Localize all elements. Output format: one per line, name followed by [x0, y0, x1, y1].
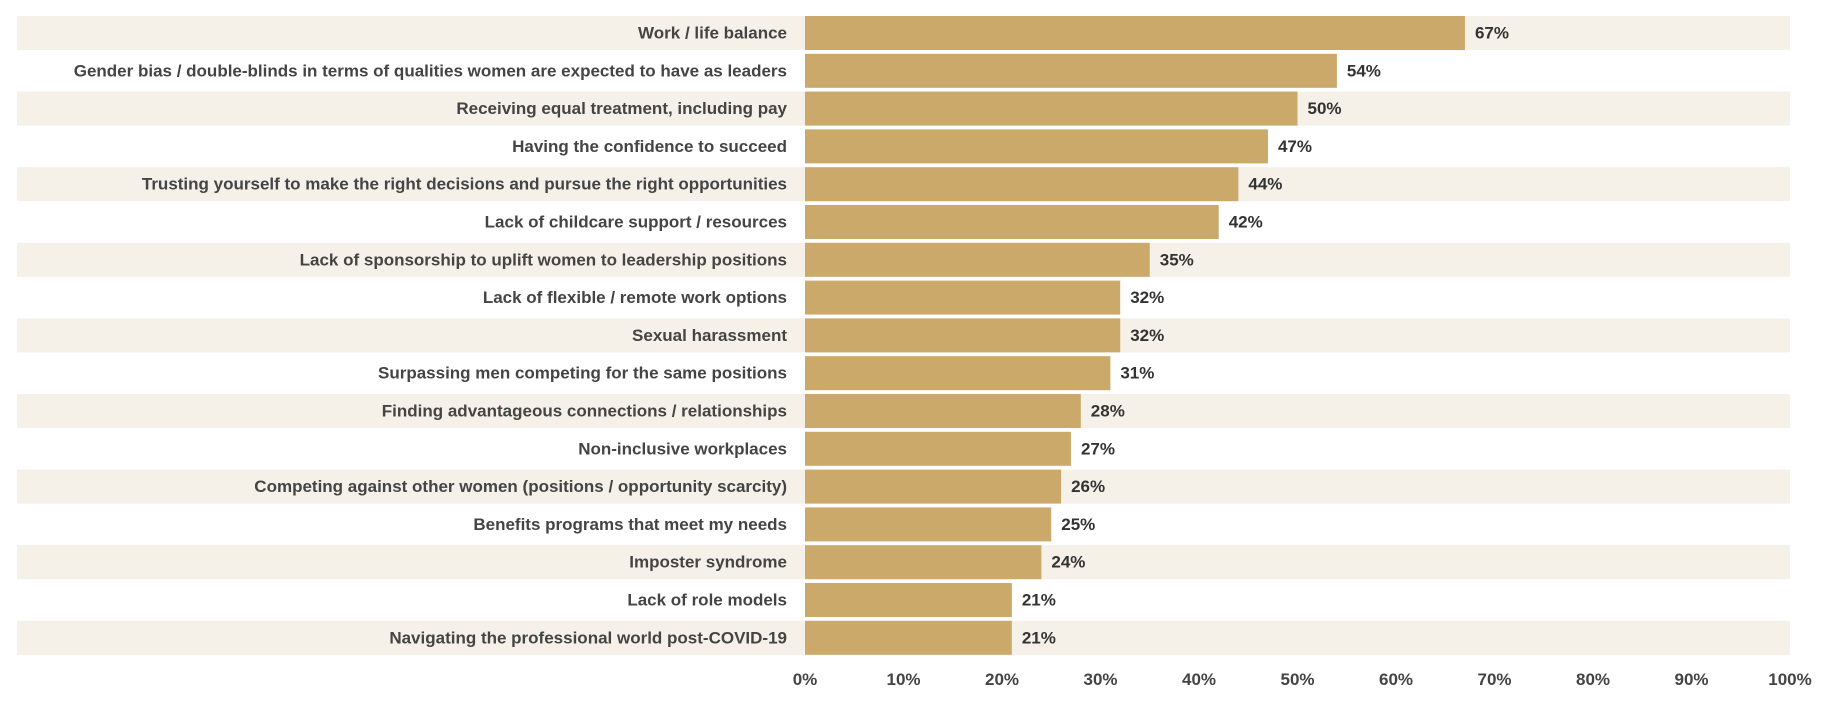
bar — [805, 469, 1062, 504]
value-label: 44% — [1248, 175, 1282, 194]
value-label: 42% — [1229, 213, 1263, 232]
value-label: 32% — [1130, 326, 1164, 345]
value-label: 50% — [1308, 99, 1342, 118]
bar — [805, 91, 1298, 126]
x-tick-label: 50% — [1280, 670, 1314, 689]
category-label: Work / life balance — [638, 24, 787, 43]
bar — [805, 507, 1052, 542]
bar — [805, 280, 1121, 315]
bar — [805, 583, 1012, 617]
bars — [805, 16, 1465, 655]
value-label: 27% — [1081, 439, 1115, 458]
x-tick-label: 0% — [793, 670, 818, 689]
category-label: Receiving equal treatment, including pay — [456, 99, 787, 118]
bar — [805, 318, 1121, 353]
x-tick-label: 40% — [1182, 670, 1216, 689]
bar — [805, 394, 1081, 428]
category-label: Competing against other women (positions… — [254, 477, 787, 496]
value-label: 35% — [1160, 250, 1194, 269]
x-tick-label: 20% — [985, 670, 1019, 689]
bar — [805, 242, 1150, 277]
value-label: 47% — [1278, 137, 1312, 156]
x-tick-label: 30% — [1083, 670, 1117, 689]
bar — [805, 356, 1111, 391]
category-label: Lack of flexible / remote work options — [483, 288, 787, 307]
category-label: Lack of role models — [627, 591, 787, 610]
x-tick-label: 100% — [1768, 670, 1811, 689]
category-label: Non-inclusive workplaces — [578, 439, 787, 458]
value-label: 54% — [1347, 61, 1381, 80]
x-tick-label: 10% — [886, 670, 920, 689]
category-label: Gender bias / double-blinds in terms of … — [74, 61, 787, 80]
value-label: 21% — [1022, 591, 1056, 610]
category-label: Navigating the professional world post-C… — [389, 628, 787, 647]
category-label: Finding advantageous connections / relat… — [382, 402, 787, 421]
value-label: 26% — [1071, 477, 1105, 496]
bar — [805, 431, 1071, 466]
category-label: Surpassing men competing for the same po… — [378, 364, 787, 383]
x-tick-label: 80% — [1576, 670, 1610, 689]
category-label: Lack of sponsorship to uplift women to l… — [300, 250, 787, 269]
value-label: 25% — [1061, 515, 1095, 534]
bar — [805, 205, 1219, 239]
bar — [805, 53, 1337, 88]
bar — [805, 545, 1042, 580]
value-labels: 67% 54% 50% 47% 44% 42% 35% 32% 32% 31% 28% 27% 26% 2… — [1022, 24, 1509, 648]
bar — [805, 129, 1268, 164]
category-labels: Work / life balance Gender bias / double-… — [74, 24, 788, 648]
category-label: Sexual harassment — [632, 326, 787, 345]
value-label: 24% — [1051, 553, 1085, 572]
category-label: Trusting yourself to make the right deci… — [142, 175, 787, 194]
x-axis-ticks: 0% 10% 20% 30% 40% 50% 60% 70% 80% 90% 100% — [793, 670, 1812, 689]
value-label: 32% — [1130, 288, 1164, 307]
value-label: 31% — [1120, 364, 1154, 383]
x-tick-label: 60% — [1379, 670, 1413, 689]
category-label: Lack of childcare support / resources — [485, 213, 787, 232]
bar — [805, 620, 1012, 655]
value-label: 67% — [1475, 24, 1509, 43]
value-label: 28% — [1091, 402, 1125, 421]
bar — [805, 16, 1465, 50]
x-tick-label: 90% — [1674, 670, 1708, 689]
category-label: Imposter syndrome — [629, 553, 787, 572]
value-label: 21% — [1022, 628, 1056, 647]
x-tick-label: 70% — [1477, 670, 1511, 689]
category-label: Benefits programs that meet my needs — [473, 515, 787, 534]
bar — [805, 167, 1239, 202]
category-label: Having the confidence to succeed — [512, 137, 787, 156]
